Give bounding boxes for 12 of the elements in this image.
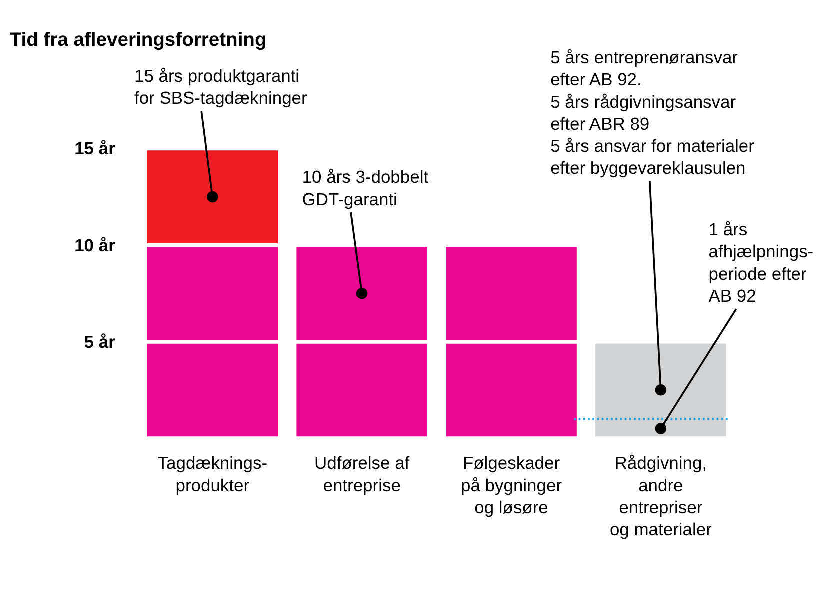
x-tick-label: Tagdæknings- produkter	[158, 453, 268, 496]
x-tick-label: Udførelse af entreprise	[314, 453, 410, 496]
x-tick-label: Rådgivning, andre entrepriser og materialer	[610, 453, 712, 540]
y-tick-label: 10 år	[74, 235, 116, 256]
chart-title: Tid fra afleveringsforretning	[10, 30, 267, 52]
annotation: 1 års afhjælpnings- periode efter AB 92	[708, 220, 814, 306]
annotation: 15 års produktgaranti for SBS-tagdækninger	[134, 66, 308, 108]
y-tick-label: 15 år	[74, 138, 116, 159]
annotation: 10 års 3-dobbelt GDT-garanti	[302, 167, 429, 210]
annotation: 5 års entreprenøransvar efter AB 92. 5 års rådgivningsansvar efter ABR 89 5 års ansvar for materialer efter byggevareklausulen	[550, 48, 755, 178]
x-tick-label: Følgeskader på bygninger og løsøre	[460, 453, 562, 518]
y-tick-label: 5 år	[84, 332, 116, 352]
